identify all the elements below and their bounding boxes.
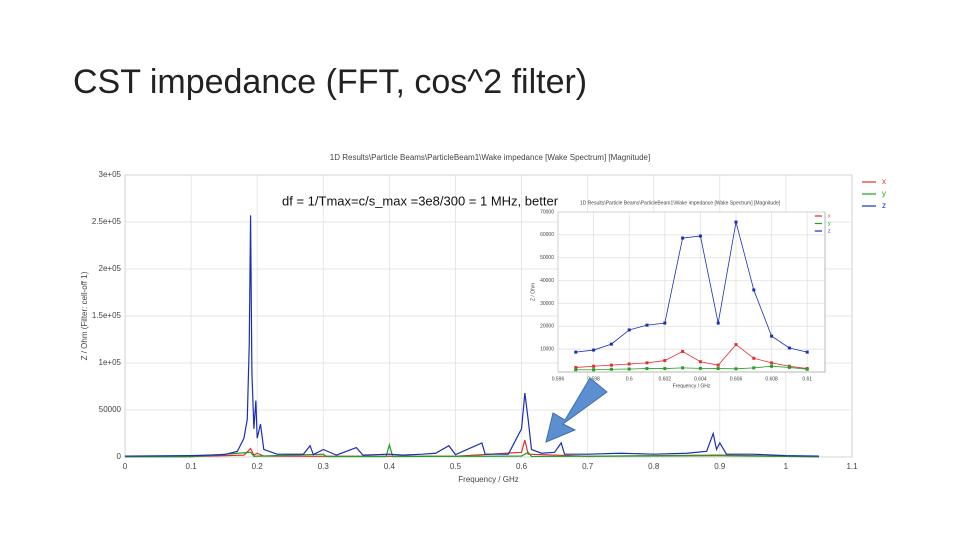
y-tick-label: 1.5e+05 xyxy=(92,311,122,320)
marker xyxy=(787,365,791,369)
y-tick-label: 2.5e+05 xyxy=(92,217,122,226)
marker xyxy=(681,366,685,370)
y-tick-label: 0 xyxy=(117,452,122,461)
marker xyxy=(752,356,756,360)
marker xyxy=(592,364,596,368)
legend-label: z xyxy=(882,201,886,210)
marker xyxy=(716,363,720,367)
marker xyxy=(734,343,738,347)
marker xyxy=(805,350,809,354)
x-tick-label: 0.5 xyxy=(450,462,462,471)
marker xyxy=(770,334,774,338)
y-axis-label: Z / Ohm (Filter: cell-off 1) xyxy=(80,271,89,360)
marker xyxy=(592,348,596,352)
marker xyxy=(574,350,578,354)
y-tick-label: 70000 xyxy=(540,209,554,215)
marker xyxy=(663,321,667,325)
y-tick-label: 1e+05 xyxy=(99,358,122,367)
chart-title: 1D Results\Particle Beams\ParticleBeam1\… xyxy=(580,200,781,206)
annotation: df = 1/Tmax=c/s_max =3e8/300 = 1 MHz, be… xyxy=(282,193,559,208)
series-line xyxy=(575,365,808,371)
legend-label: x xyxy=(882,177,886,186)
marker xyxy=(592,368,596,372)
marker xyxy=(752,288,756,292)
marker xyxy=(609,342,613,346)
marker xyxy=(698,360,702,364)
inset-chart: 10000 20000 30000 40000 50000 60000 70000 0.596… xyxy=(530,200,831,389)
x-tick-label: 0.9 xyxy=(714,462,726,471)
marker xyxy=(752,366,756,370)
y-tick-label: 10000 xyxy=(540,346,554,352)
marker xyxy=(627,328,631,332)
x-axis-label: Frequency / GHz xyxy=(673,383,711,389)
marker xyxy=(734,367,738,371)
slide-title: CST impedance (FFT, cos^2 filter) xyxy=(73,63,587,101)
marker xyxy=(609,363,613,367)
x-tick-label: 0.6 xyxy=(516,462,528,471)
x-tick-label: 0.602 xyxy=(659,376,672,382)
marker xyxy=(663,359,667,363)
x-tick-label: 1 xyxy=(784,462,789,471)
x-tick-label: 0.61 xyxy=(802,376,812,382)
marker xyxy=(734,220,738,224)
y-tick-label: 50000 xyxy=(99,405,122,414)
y-tick-label: 20000 xyxy=(540,324,554,330)
marker xyxy=(645,323,649,327)
y-axis-label: Z / Ohm xyxy=(530,283,536,301)
x-tick-label: 1.1 xyxy=(846,462,858,471)
x-tick-label: 0.7 xyxy=(582,462,594,471)
marker xyxy=(698,366,702,370)
x-tick-label: 0.1 xyxy=(186,462,198,471)
x-tick-label: 0.2 xyxy=(252,462,264,471)
marker xyxy=(770,364,774,368)
marker xyxy=(770,361,774,365)
x-tick-label: 0.604 xyxy=(694,376,707,382)
marker xyxy=(574,365,578,369)
marker xyxy=(627,362,631,366)
y-tick-label: 40000 xyxy=(540,278,554,284)
marker xyxy=(663,367,667,371)
marker xyxy=(627,367,631,371)
marker xyxy=(681,236,685,240)
x-axis-label: Frequency / GHz xyxy=(458,475,518,484)
x-tick-label: 0.606 xyxy=(730,376,743,382)
legend-label: y xyxy=(828,221,831,227)
marker xyxy=(574,368,578,372)
x-tick-label: 0.8 xyxy=(648,462,660,471)
x-tick-label: 0.596 xyxy=(552,376,565,382)
y-tick-label: 3e+05 xyxy=(99,170,122,179)
legend-label: y xyxy=(882,189,886,198)
x-tick-label: 0.3 xyxy=(318,462,330,471)
marker xyxy=(645,367,649,371)
marker xyxy=(716,367,720,371)
x-tick-label: 0.6 xyxy=(626,376,633,382)
legend-label: x xyxy=(828,213,831,219)
marker xyxy=(681,349,685,353)
series-line xyxy=(124,442,819,458)
marker xyxy=(716,321,720,325)
marker xyxy=(645,361,649,365)
marker xyxy=(609,367,613,371)
series-line xyxy=(575,344,808,369)
series-line xyxy=(124,215,819,457)
x-tick-label: 0.598 xyxy=(587,376,600,382)
arrow xyxy=(545,377,608,443)
chart-title: 1D Results\Particle Beams\ParticleBeam1\… xyxy=(330,153,650,162)
y-tick-label: 50000 xyxy=(540,255,554,261)
series-line xyxy=(575,221,808,353)
marker xyxy=(787,346,791,350)
legend-label: z xyxy=(828,228,831,234)
plot-area xyxy=(557,211,826,373)
x-tick-label: 0.4 xyxy=(384,462,396,471)
y-tick-label: 2e+05 xyxy=(99,264,122,273)
marker xyxy=(805,367,809,371)
x-tick-label: 0.608 xyxy=(765,376,778,382)
x-tick-label: 0 xyxy=(123,462,128,471)
marker xyxy=(698,234,702,238)
y-tick-label: 30000 xyxy=(540,301,554,307)
y-tick-label: 60000 xyxy=(540,232,554,238)
